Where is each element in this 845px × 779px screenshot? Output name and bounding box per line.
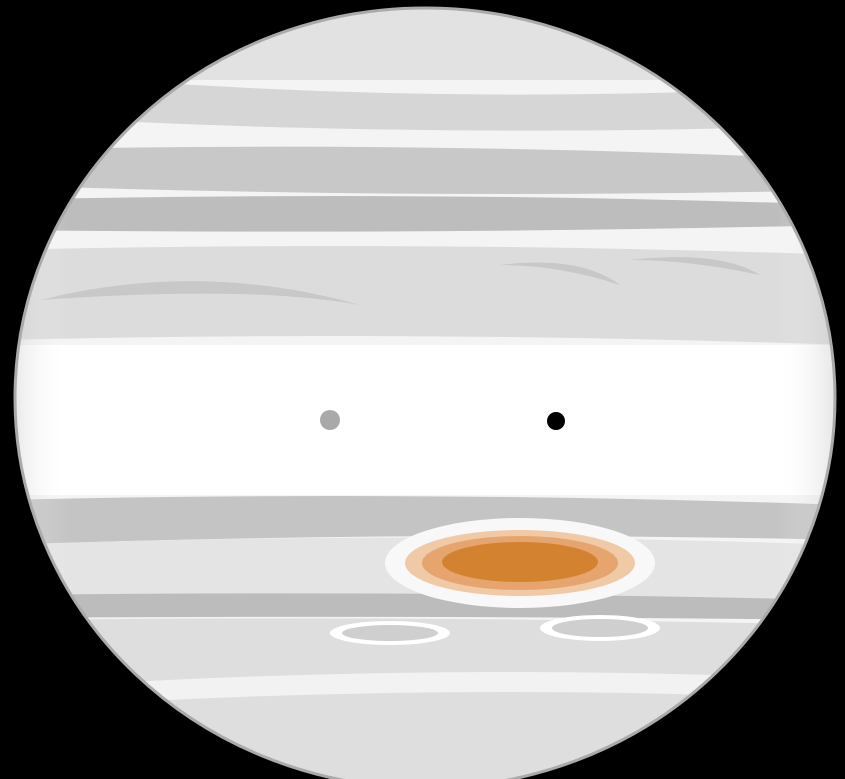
moon-shadow-gray — [320, 410, 340, 430]
planet-edge — [13, 6, 837, 779]
moon-shadow-black — [547, 412, 565, 430]
